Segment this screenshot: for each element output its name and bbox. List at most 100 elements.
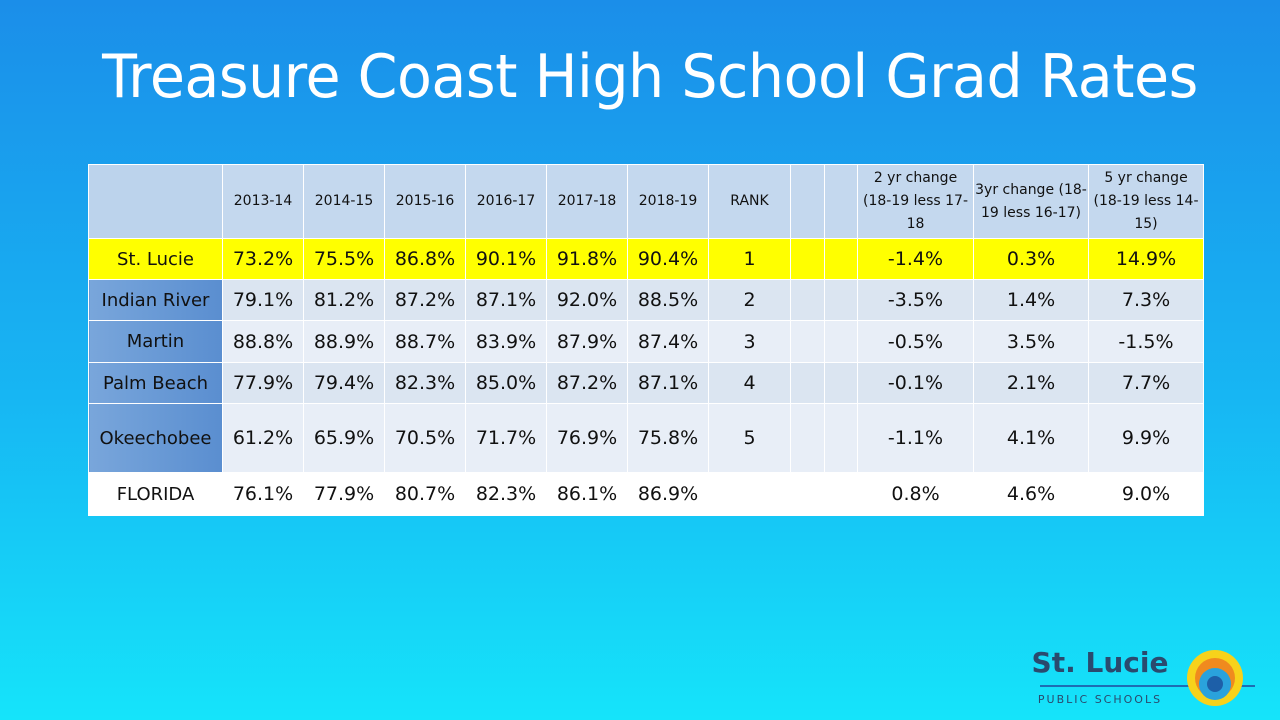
change-cell: 4.6% <box>973 472 1089 516</box>
blank-cell <box>824 279 858 321</box>
rank-cell <box>708 472 791 516</box>
rate-cell: 76.9% <box>546 403 628 473</box>
rate-cell: 82.3% <box>465 472 547 516</box>
blank-cell <box>824 403 858 473</box>
header-cell: 5 yr change (18-19 less 14-15) <box>1088 164 1204 239</box>
rate-cell: 87.1% <box>465 279 547 321</box>
change-cell: 9.9% <box>1088 403 1204 473</box>
rate-cell: 75.8% <box>627 403 709 473</box>
table-row: 2013-14 2014-15 2015-16 2016-17 2017-18 2018-… <box>88 164 1204 239</box>
rate-cell: 87.2% <box>384 279 466 321</box>
change-cell: 4.1% <box>973 403 1089 473</box>
school-name: Palm Beach <box>88 362 223 404</box>
change-cell: -0.1% <box>857 362 974 404</box>
rate-cell: 61.2% <box>222 403 304 473</box>
rate-cell: 87.9% <box>546 320 628 363</box>
table-row: Okeechobee 61.2% 65.9% 70.5% 71.7% 76.9% 75.8%… <box>88 403 1204 473</box>
rate-cell: 77.9% <box>222 362 304 404</box>
blank-cell <box>790 320 825 363</box>
change-cell: 1.4% <box>973 279 1089 321</box>
change-cell: 3.5% <box>973 320 1089 363</box>
change-cell: 0.3% <box>973 238 1089 280</box>
school-name: Indian River <box>88 279 223 321</box>
table-row: FLORIDA 76.1% 77.9% 80.7% 82.3% 86.1% 86.9% 0.8… <box>88 472 1204 516</box>
rate-cell: 88.8% <box>222 320 304 363</box>
rate-cell: 88.9% <box>303 320 385 363</box>
school-name: Martin <box>88 320 223 363</box>
rate-cell: 80.7% <box>384 472 466 516</box>
change-cell: -1.4% <box>857 238 974 280</box>
rate-cell: 88.7% <box>384 320 466 363</box>
rate-cell: 87.4% <box>627 320 709 363</box>
rate-cell: 65.9% <box>303 403 385 473</box>
blank-cell <box>824 362 858 404</box>
table-row: Palm Beach 77.9% 79.4% 82.3% 85.0% 87.2% 87.1%… <box>88 362 1204 404</box>
blank-cell <box>790 472 825 516</box>
logo-core <box>1207 676 1223 692</box>
rank-cell: 1 <box>708 238 791 280</box>
rate-cell: 86.9% <box>627 472 709 516</box>
header-cell: 2016-17 <box>465 164 547 239</box>
change-cell: 9.0% <box>1088 472 1204 516</box>
rate-cell: 91.8% <box>546 238 628 280</box>
change-cell: -3.5% <box>857 279 974 321</box>
header-cell: RANK <box>708 164 791 239</box>
change-cell: -1.5% <box>1088 320 1204 363</box>
rate-cell: 88.5% <box>627 279 709 321</box>
header-cell: 2013-14 <box>222 164 304 239</box>
rate-cell: 87.2% <box>546 362 628 404</box>
change-cell: 7.7% <box>1088 362 1204 404</box>
rate-cell: 77.9% <box>303 472 385 516</box>
school-name: St. Lucie <box>88 238 223 280</box>
school-name: Okeechobee <box>88 403 223 473</box>
rate-cell: 87.1% <box>627 362 709 404</box>
rate-cell: 85.0% <box>465 362 547 404</box>
header-cell: 2 yr change (18-19 less 17-18 <box>857 164 974 239</box>
header-blank <box>824 164 858 239</box>
grad-table: 2013-14 2014-15 2015-16 2016-17 2017-18 2018-… <box>88 164 1204 516</box>
rate-cell: 83.9% <box>465 320 547 363</box>
rank-cell: 5 <box>708 403 791 473</box>
change-cell: 2.1% <box>973 362 1089 404</box>
blank-cell <box>790 362 825 404</box>
header-cell: 2018-19 <box>627 164 709 239</box>
rate-cell: 70.5% <box>384 403 466 473</box>
rate-cell: 73.2% <box>222 238 304 280</box>
logo-sub: PUBLIC SCHOOLS <box>1038 693 1162 706</box>
rate-cell: 90.1% <box>465 238 547 280</box>
blank-cell <box>824 472 858 516</box>
blank-cell <box>790 279 825 321</box>
rank-cell: 4 <box>708 362 791 404</box>
header-cell: 2014-15 <box>303 164 385 239</box>
rate-cell: 75.5% <box>303 238 385 280</box>
blank-cell <box>824 238 858 280</box>
rate-cell: 86.8% <box>384 238 466 280</box>
header-blank <box>88 164 223 239</box>
rate-cell: 82.3% <box>384 362 466 404</box>
change-cell: 0.8% <box>857 472 974 516</box>
change-cell: 14.9% <box>1088 238 1204 280</box>
change-cell: -0.5% <box>857 320 974 363</box>
slide-title: Treasure Coast High School Grad Rates <box>102 42 1198 112</box>
school-name: FLORIDA <box>88 472 223 516</box>
blank-cell <box>790 238 825 280</box>
rank-cell: 2 <box>708 279 791 321</box>
blank-cell <box>824 320 858 363</box>
header-cell: 2017-18 <box>546 164 628 239</box>
rate-cell: 71.7% <box>465 403 547 473</box>
change-cell: -1.1% <box>857 403 974 473</box>
table-row: Indian River 79.1% 81.2% 87.2% 87.1% 92.0% 88.… <box>88 279 1204 321</box>
table-row: Martin 88.8% 88.9% 88.7% 83.9% 87.9% 87.4% 3 -0.… <box>88 320 1204 363</box>
header-blank <box>790 164 825 239</box>
rank-cell: 3 <box>708 320 791 363</box>
rate-cell: 90.4% <box>627 238 709 280</box>
table-row: St. Lucie 73.2% 75.5% 86.8% 90.1% 91.8% 90.4% 1… <box>88 238 1204 280</box>
change-cell: 7.3% <box>1088 279 1204 321</box>
rate-cell: 76.1% <box>222 472 304 516</box>
rate-cell: 81.2% <box>303 279 385 321</box>
header-cell: 3yr change (18-19 less 16-17) <box>973 164 1089 239</box>
header-cell: 2015-16 <box>384 164 466 239</box>
logo: St. Lucie PUBLIC SCHOOLS <box>1032 646 1255 706</box>
rate-cell: 92.0% <box>546 279 628 321</box>
